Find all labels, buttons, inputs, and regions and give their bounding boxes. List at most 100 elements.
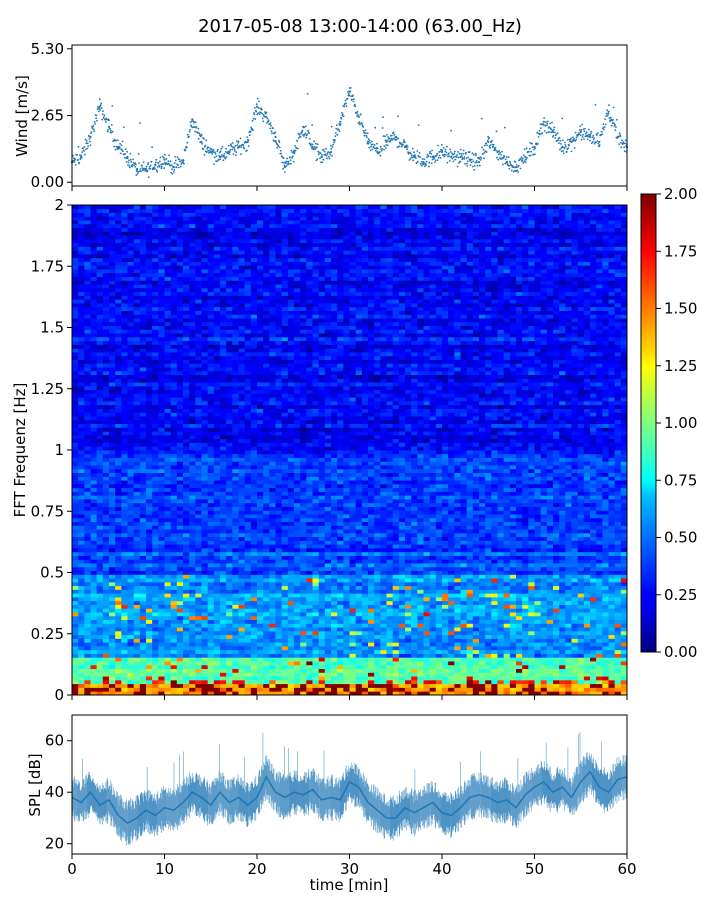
heatmap-cell	[448, 551, 455, 556]
wind-point	[472, 160, 475, 163]
heatmap-cell	[275, 608, 283, 613]
heatmap-cell	[121, 604, 128, 609]
wind-point	[316, 146, 318, 149]
heatmap-cell	[78, 664, 85, 670]
wind-point	[258, 113, 261, 116]
wind-point	[492, 145, 495, 148]
heatmap-cell	[460, 668, 468, 673]
heatmap-cell	[109, 657, 116, 662]
heatmap-cell	[213, 570, 221, 575]
wind-point	[73, 161, 76, 164]
heatmap-cell	[491, 623, 498, 628]
heatmap-cell	[620, 608, 628, 613]
heatmap-cell	[577, 604, 585, 609]
wind-point	[476, 164, 479, 167]
heatmap-cell	[380, 649, 387, 654]
heatmap-cell	[287, 585, 295, 590]
heatmap-cell	[423, 593, 431, 598]
heatmap-cell	[176, 600, 184, 605]
heatmap-cell	[195, 536, 202, 541]
heatmap-cell	[374, 574, 381, 579]
heatmap-cell	[343, 623, 350, 628]
heatmap-cell	[386, 604, 394, 609]
heatmap-cell	[565, 687, 572, 692]
heatmap-cell	[466, 676, 474, 681]
heatmap-cell	[398, 574, 406, 579]
wind-point	[545, 121, 547, 123]
wind-point	[199, 141, 202, 144]
heatmap-cell	[121, 664, 128, 670]
heatmap-cell	[503, 619, 511, 624]
heatmap-cell	[355, 642, 363, 647]
heatmap-cell	[479, 623, 486, 628]
heatmap-cell	[318, 630, 326, 636]
heatmap-cell	[411, 653, 418, 658]
heatmap-cell	[263, 672, 270, 677]
heatmap-cell	[146, 608, 153, 613]
heatmap-cell	[423, 544, 431, 549]
wind-point	[129, 158, 132, 161]
heatmap-cell	[479, 653, 486, 658]
heatmap-cell	[398, 563, 406, 568]
heatmap-cell	[133, 544, 141, 549]
heatmap-cell	[479, 646, 486, 651]
heatmap-cell	[417, 612, 424, 617]
heatmap-cell	[343, 544, 350, 549]
heatmap-cell	[448, 548, 455, 553]
heatmap-cell	[534, 563, 542, 568]
heatmap-cell	[590, 578, 597, 583]
heatmap-cell	[620, 551, 628, 556]
heatmap-cell	[602, 581, 609, 587]
heatmap-cell	[90, 566, 98, 572]
heatmap-cell	[454, 544, 461, 549]
heatmap-cell	[318, 646, 326, 651]
heatmap-cell	[386, 638, 394, 643]
heatmap-cell	[78, 559, 85, 564]
heatmap-cell	[509, 649, 517, 654]
wind-point	[251, 119, 254, 122]
heatmap-cell	[96, 566, 104, 572]
heatmap-cell	[485, 608, 492, 613]
heatmap-cell	[331, 664, 338, 670]
heatmap-cell	[392, 578, 400, 583]
heatmap-cell	[109, 676, 116, 681]
heatmap-cell	[133, 559, 141, 564]
heatmap-cell	[540, 581, 548, 587]
heatmap-cell	[300, 540, 307, 545]
heatmap-cell	[435, 687, 443, 692]
wind-point	[446, 161, 449, 164]
heatmap-cell	[571, 578, 579, 583]
wind-point	[546, 122, 549, 125]
heatmap-cell	[614, 578, 622, 583]
heatmap-cell	[213, 638, 221, 643]
heatmap-cell	[583, 559, 591, 564]
heatmap-cell	[590, 679, 597, 685]
heatmap-cell	[238, 623, 246, 628]
heatmap-cell	[238, 664, 246, 670]
heatmap-cell	[306, 653, 313, 658]
heatmap-cell	[226, 653, 233, 658]
heatmap-cell	[72, 649, 79, 654]
heatmap-cell	[170, 630, 178, 636]
heatmap-cell	[497, 608, 505, 613]
heatmap-cell	[516, 566, 523, 572]
heatmap-cell	[417, 630, 424, 636]
heatmap-cell	[158, 634, 165, 639]
heatmap-cell	[343, 615, 350, 621]
heatmap-cell	[355, 623, 363, 628]
heatmap-cell	[78, 548, 85, 553]
wind-point	[595, 141, 597, 144]
heatmap-cell	[176, 604, 184, 609]
heatmap-cell	[164, 563, 172, 568]
heatmap-cell	[361, 574, 369, 579]
heatmap-cell	[559, 600, 566, 605]
heatmap-cell	[559, 672, 566, 677]
heatmap-cell	[583, 619, 591, 624]
wind-point	[88, 138, 91, 140]
heatmap-cell	[78, 585, 85, 590]
heatmap-cell	[158, 679, 165, 685]
wind-point	[171, 168, 173, 171]
heatmap-cell	[602, 623, 609, 628]
heatmap-cell	[195, 664, 202, 670]
